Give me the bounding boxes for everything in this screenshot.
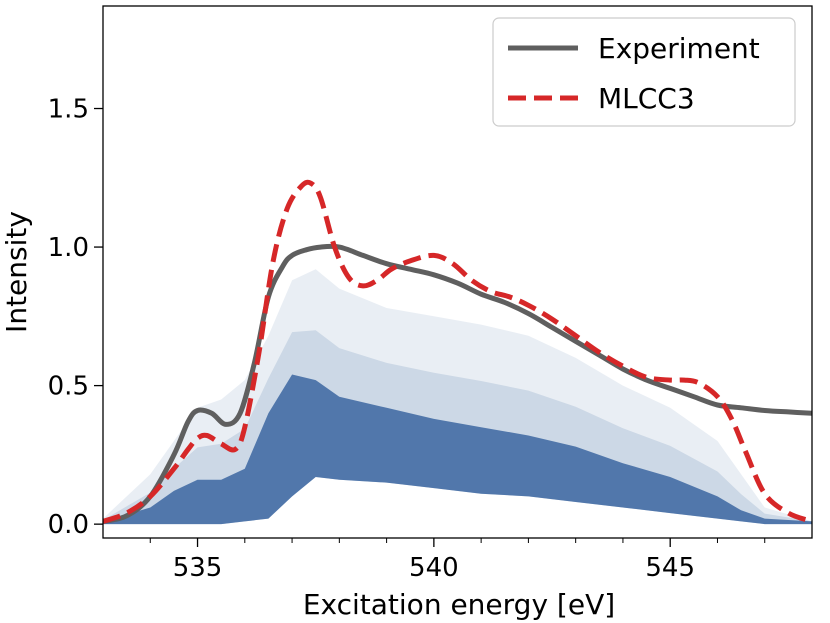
y-tick-label: 0.0 xyxy=(48,510,89,540)
x-tick-label: 545 xyxy=(645,553,695,583)
y-tick-label: 1.5 xyxy=(48,95,89,125)
x-tick-label: 540 xyxy=(409,553,459,583)
y-axis-label: Intensity xyxy=(0,211,33,333)
axes-frame xyxy=(102,5,813,539)
mlcc3-line xyxy=(103,179,812,524)
ensemble-core-band xyxy=(103,374,812,525)
legend-mlcc3-label: MLCC3 xyxy=(598,82,695,115)
x-tick-label: 535 xyxy=(173,553,223,583)
legend: Experiment MLCC3 xyxy=(492,17,796,127)
axes: 535 540 545 0.0 0.5 1.0 1.5 xyxy=(48,5,813,583)
y-tick-label: 1.0 xyxy=(48,233,89,263)
plot-area xyxy=(103,179,812,525)
legend-experiment-label: Experiment xyxy=(598,32,760,65)
y-tick-label: 0.5 xyxy=(48,372,89,402)
experiment-line xyxy=(103,243,812,524)
x-axis-label: Excitation energy [eV] xyxy=(303,588,615,621)
